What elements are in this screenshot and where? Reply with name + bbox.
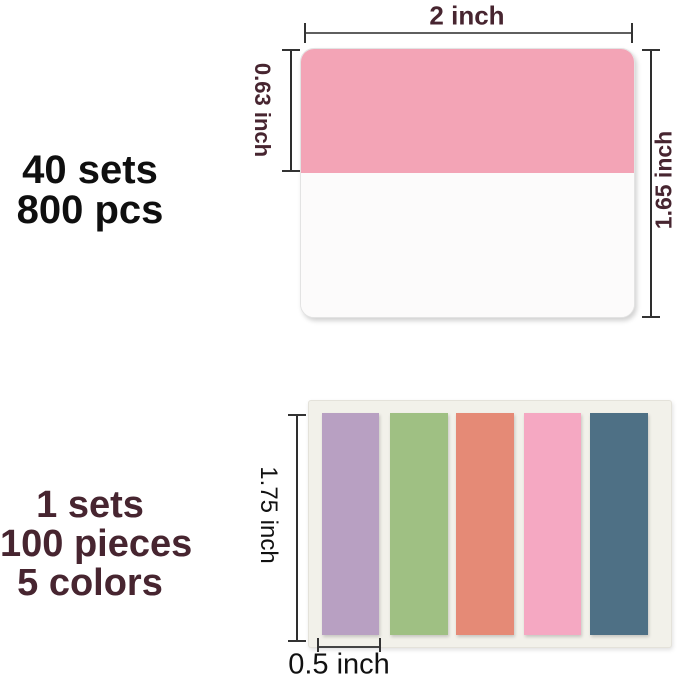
dim-label-width-2inch: 2 inch xyxy=(429,0,505,31)
dim-line-strip-height xyxy=(296,415,298,642)
bottom-count-line1: 1 sets xyxy=(36,484,144,526)
dim-tick xyxy=(642,316,660,318)
note-white-area xyxy=(301,173,634,317)
note-pink-area xyxy=(301,49,634,173)
dim-label-strip-height-175inch: 1.75 inch xyxy=(255,466,282,564)
dim-tick xyxy=(282,49,300,51)
dim-line-total-height xyxy=(650,50,652,318)
dim-label-tab-height-063inch: 0.63 inch xyxy=(250,62,275,158)
dim-tick xyxy=(282,170,300,172)
dim-tick xyxy=(642,49,660,51)
dim-tick xyxy=(288,640,306,642)
top-count-caption: 40 sets 800 pcs xyxy=(10,150,170,230)
dim-tick xyxy=(304,23,306,43)
dim-line-tab-height xyxy=(290,50,292,172)
top-count-line2: 800 pcs xyxy=(16,188,164,232)
bottom-count-line3: 5 colors xyxy=(17,562,163,604)
bottom-count-line2: 100 pieces xyxy=(0,523,193,565)
tab-strip-pink xyxy=(524,413,581,635)
tab-strip-green xyxy=(390,413,448,635)
dim-tick xyxy=(631,23,633,43)
dim-tick xyxy=(288,414,306,416)
dim-label-strip-width-05inch: 0.5 inch xyxy=(288,648,390,679)
dim-line-width xyxy=(305,32,633,34)
dim-tick xyxy=(379,638,381,652)
top-count-line1: 40 sets xyxy=(22,148,158,192)
dim-line-strip-width xyxy=(318,646,380,648)
bottom-count-caption: 1 sets 100 pieces 5 colors xyxy=(0,484,193,604)
dim-label-total-height-165inch: 1.65 inch xyxy=(650,130,677,230)
sticky-note xyxy=(300,48,635,318)
tab-strip-purple xyxy=(322,413,379,635)
tab-strip-teal xyxy=(590,413,648,635)
dim-tick xyxy=(317,638,319,652)
tab-strip-coral xyxy=(456,413,514,635)
